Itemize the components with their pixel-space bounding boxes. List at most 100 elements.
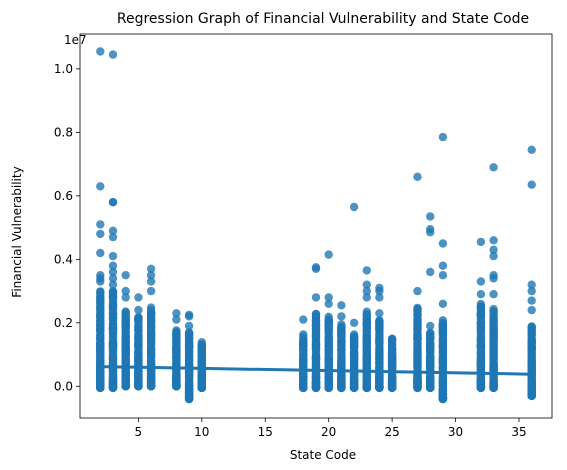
- data-point: [362, 266, 371, 275]
- data-point: [96, 182, 105, 191]
- data-point: [184, 321, 194, 331]
- data-point: [311, 310, 321, 319]
- data-point: [311, 264, 321, 273]
- x-tick-label: 10: [194, 425, 209, 439]
- data-point: [476, 237, 486, 247]
- data-point: [438, 299, 448, 308]
- data-point: [337, 312, 346, 321]
- data-point: [438, 239, 448, 248]
- y-tick-label: 1.0: [54, 62, 73, 76]
- data-point: [362, 286, 371, 296]
- data-point: [108, 287, 118, 296]
- data-point: [527, 180, 536, 189]
- data-point: [337, 320, 346, 329]
- regression-line: [100, 365, 532, 376]
- y-axis-label: Financial Vulnerability: [10, 166, 24, 297]
- x-axis-label: State Code: [290, 448, 356, 462]
- data-point: [324, 312, 333, 321]
- data-point: [413, 172, 422, 181]
- data-point: [426, 212, 435, 221]
- data-point: [489, 290, 498, 299]
- data-point: [121, 293, 130, 302]
- data-point: [134, 313, 143, 322]
- data-point: [413, 286, 422, 296]
- data-point: [96, 277, 105, 286]
- data-point: [337, 301, 346, 310]
- data-points: [96, 47, 536, 404]
- data-point: [108, 280, 118, 289]
- x-tick-label: 5: [135, 425, 143, 439]
- data-point: [121, 271, 130, 280]
- data-point: [184, 328, 194, 338]
- data-point: [146, 271, 156, 280]
- axes-frame: [79, 33, 553, 419]
- data-point: [476, 290, 486, 299]
- data-point: [172, 326, 181, 335]
- data-point: [527, 323, 536, 332]
- data-point: [349, 330, 359, 339]
- data-point: [121, 308, 130, 317]
- data-point: [172, 315, 181, 324]
- data-point: [311, 293, 321, 302]
- data-point: [438, 132, 448, 142]
- data-point: [96, 287, 105, 296]
- data-point: [184, 312, 194, 321]
- data-point: [426, 321, 435, 331]
- data-point: [96, 220, 105, 229]
- data-point: [146, 264, 156, 273]
- data-point: [134, 293, 143, 302]
- x-tick-label: 20: [321, 425, 336, 439]
- data-point: [134, 305, 143, 315]
- data-point: [349, 202, 359, 212]
- data-point: [96, 229, 105, 239]
- data-point: [489, 245, 498, 254]
- data-point: [108, 232, 118, 242]
- data-point: [108, 198, 118, 207]
- x-tick-label: 25: [384, 425, 399, 439]
- data-point: [375, 286, 384, 296]
- data-point: [349, 318, 359, 327]
- data-point: [299, 315, 308, 324]
- data-point: [197, 338, 206, 347]
- data-point: [438, 316, 448, 325]
- data-point: [527, 296, 536, 305]
- y-tick-label: 0.2: [54, 316, 73, 330]
- data-point: [108, 261, 118, 270]
- data-point: [108, 274, 118, 283]
- data-point: [146, 286, 156, 296]
- x-tick-label: 15: [258, 425, 273, 439]
- data-point: [375, 293, 384, 302]
- plot-area: 5 10 15 20 25 30 35 0.0 0.2 0.4 0.6 0.8 1.0: [54, 33, 553, 439]
- y-offset-label: 1e7: [64, 33, 87, 47]
- data-point: [489, 163, 498, 172]
- data-point: [426, 228, 435, 237]
- data-point: [426, 267, 435, 277]
- data-point: [527, 145, 536, 154]
- data-point: [172, 309, 181, 318]
- data-point: [362, 293, 371, 302]
- data-point: [121, 286, 130, 296]
- x-tick-label: 35: [511, 425, 526, 439]
- data-point: [299, 330, 308, 339]
- data-point: [362, 307, 371, 316]
- y-tick-label: 0.0: [54, 379, 73, 393]
- data-point: [476, 277, 486, 286]
- data-point: [438, 271, 448, 280]
- data-point: [362, 280, 371, 289]
- data-point: [324, 299, 333, 308]
- data-point: [146, 303, 156, 312]
- data-point: [476, 299, 486, 309]
- data-point: [489, 304, 498, 314]
- data-point: [108, 50, 118, 59]
- y-tick-label: 0.8: [54, 125, 73, 139]
- data-point: [489, 274, 498, 283]
- data-point: [438, 261, 448, 270]
- data-point: [527, 305, 536, 315]
- data-point: [527, 286, 536, 296]
- data-point: [387, 335, 397, 344]
- data-point: [489, 251, 498, 261]
- x-tick-label: 30: [448, 425, 463, 439]
- data-point: [324, 293, 333, 302]
- chart-title: Regression Graph of Financial Vulnerabil…: [117, 11, 529, 27]
